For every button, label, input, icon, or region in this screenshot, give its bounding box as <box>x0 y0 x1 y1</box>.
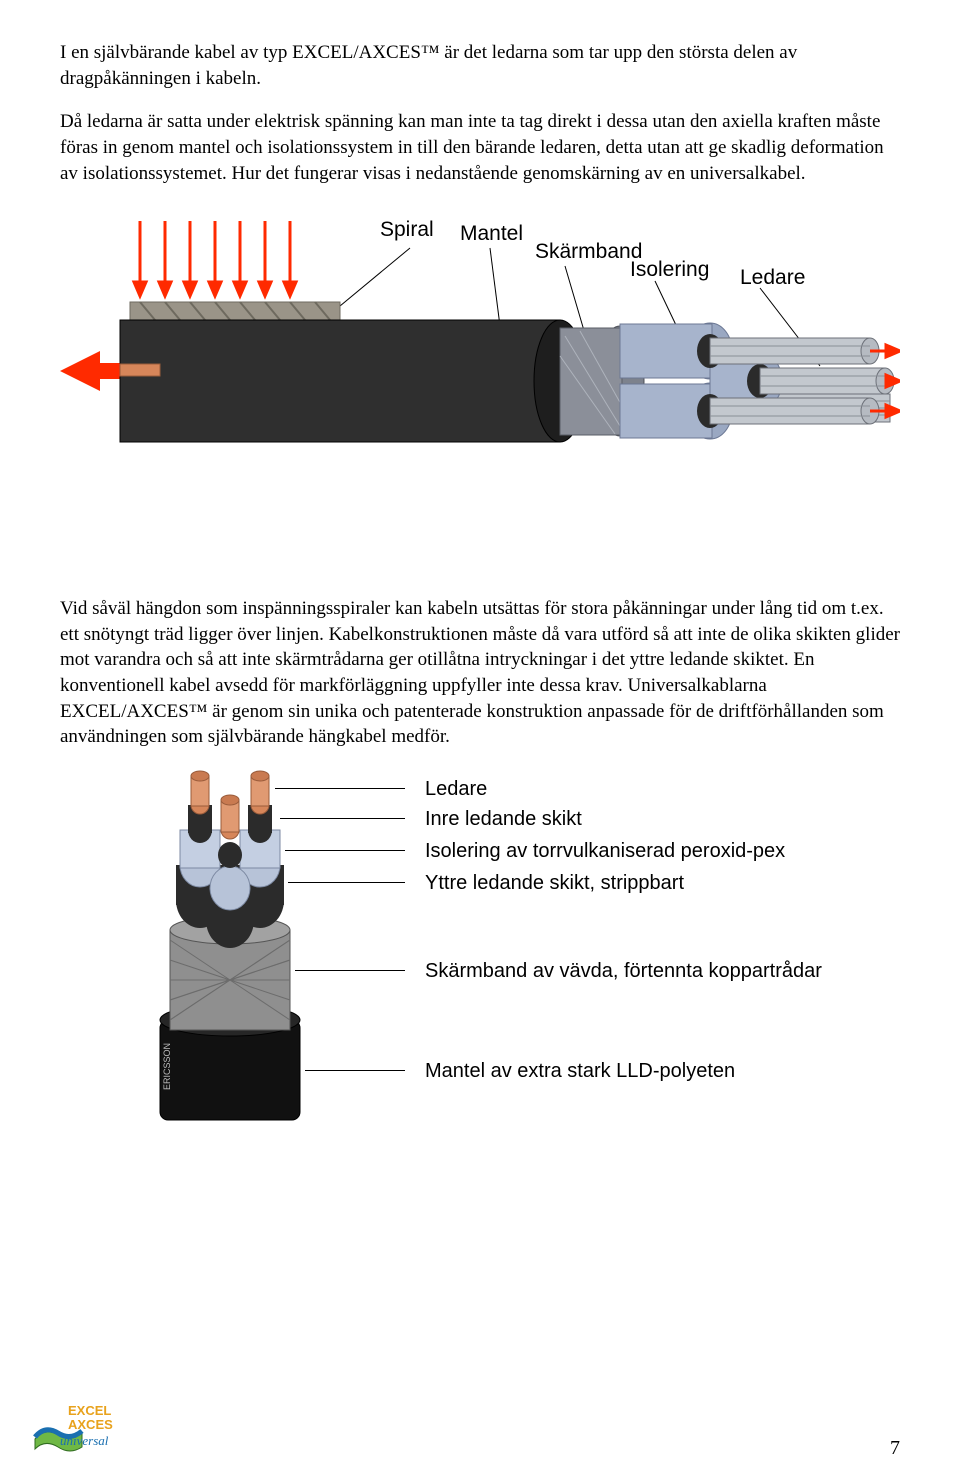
paragraph-2: Då ledarna är satta under elektrisk spän… <box>60 109 900 186</box>
label2-ledare: Ledare <box>425 778 487 801</box>
figure-cable-layers: ERICSSON <box>60 770 900 1130</box>
paragraph-3: Vid såväl hängdon som inspänningsspirale… <box>60 596 900 750</box>
page-footer: EXCEL AXCES universal 7 <box>30 1397 900 1460</box>
label2-yttre: Yttre ledande skikt, strippbart <box>425 872 684 895</box>
label2-inre: Inre ledande skikt <box>425 808 582 831</box>
cable-vertical-svg: ERICSSON <box>100 770 400 1130</box>
page-number: 7 <box>890 1437 900 1460</box>
label2-skarmband: Skärmband av vävda, förtennta koppartråd… <box>425 960 822 983</box>
label-ledare: Ledare <box>740 266 805 290</box>
svg-text:EXCEL: EXCEL <box>68 1403 111 1418</box>
label-skarmband: Skärmband <box>535 240 642 264</box>
svg-text:universal: universal <box>60 1433 109 1448</box>
label-isolering: Isolering <box>630 258 709 282</box>
label-spiral: Spiral <box>380 218 434 242</box>
label-mantel: Mantel <box>460 222 523 246</box>
figure-cable-crosssection: Spiral Mantel Skärmband Isolering Ledare <box>60 216 900 556</box>
svg-text:ERICSSON: ERICSSON <box>162 1043 172 1090</box>
paragraph-1: I en självbärande kabel av typ EXCEL/AXC… <box>60 40 900 91</box>
brand-logo: EXCEL AXCES universal <box>30 1397 130 1460</box>
label2-mantel: Mantel av extra stark LLD-polyeten <box>425 1060 735 1083</box>
label2-isolering: Isolering av torrvulkaniserad peroxid-pe… <box>425 840 785 863</box>
svg-text:AXCES: AXCES <box>68 1417 113 1432</box>
